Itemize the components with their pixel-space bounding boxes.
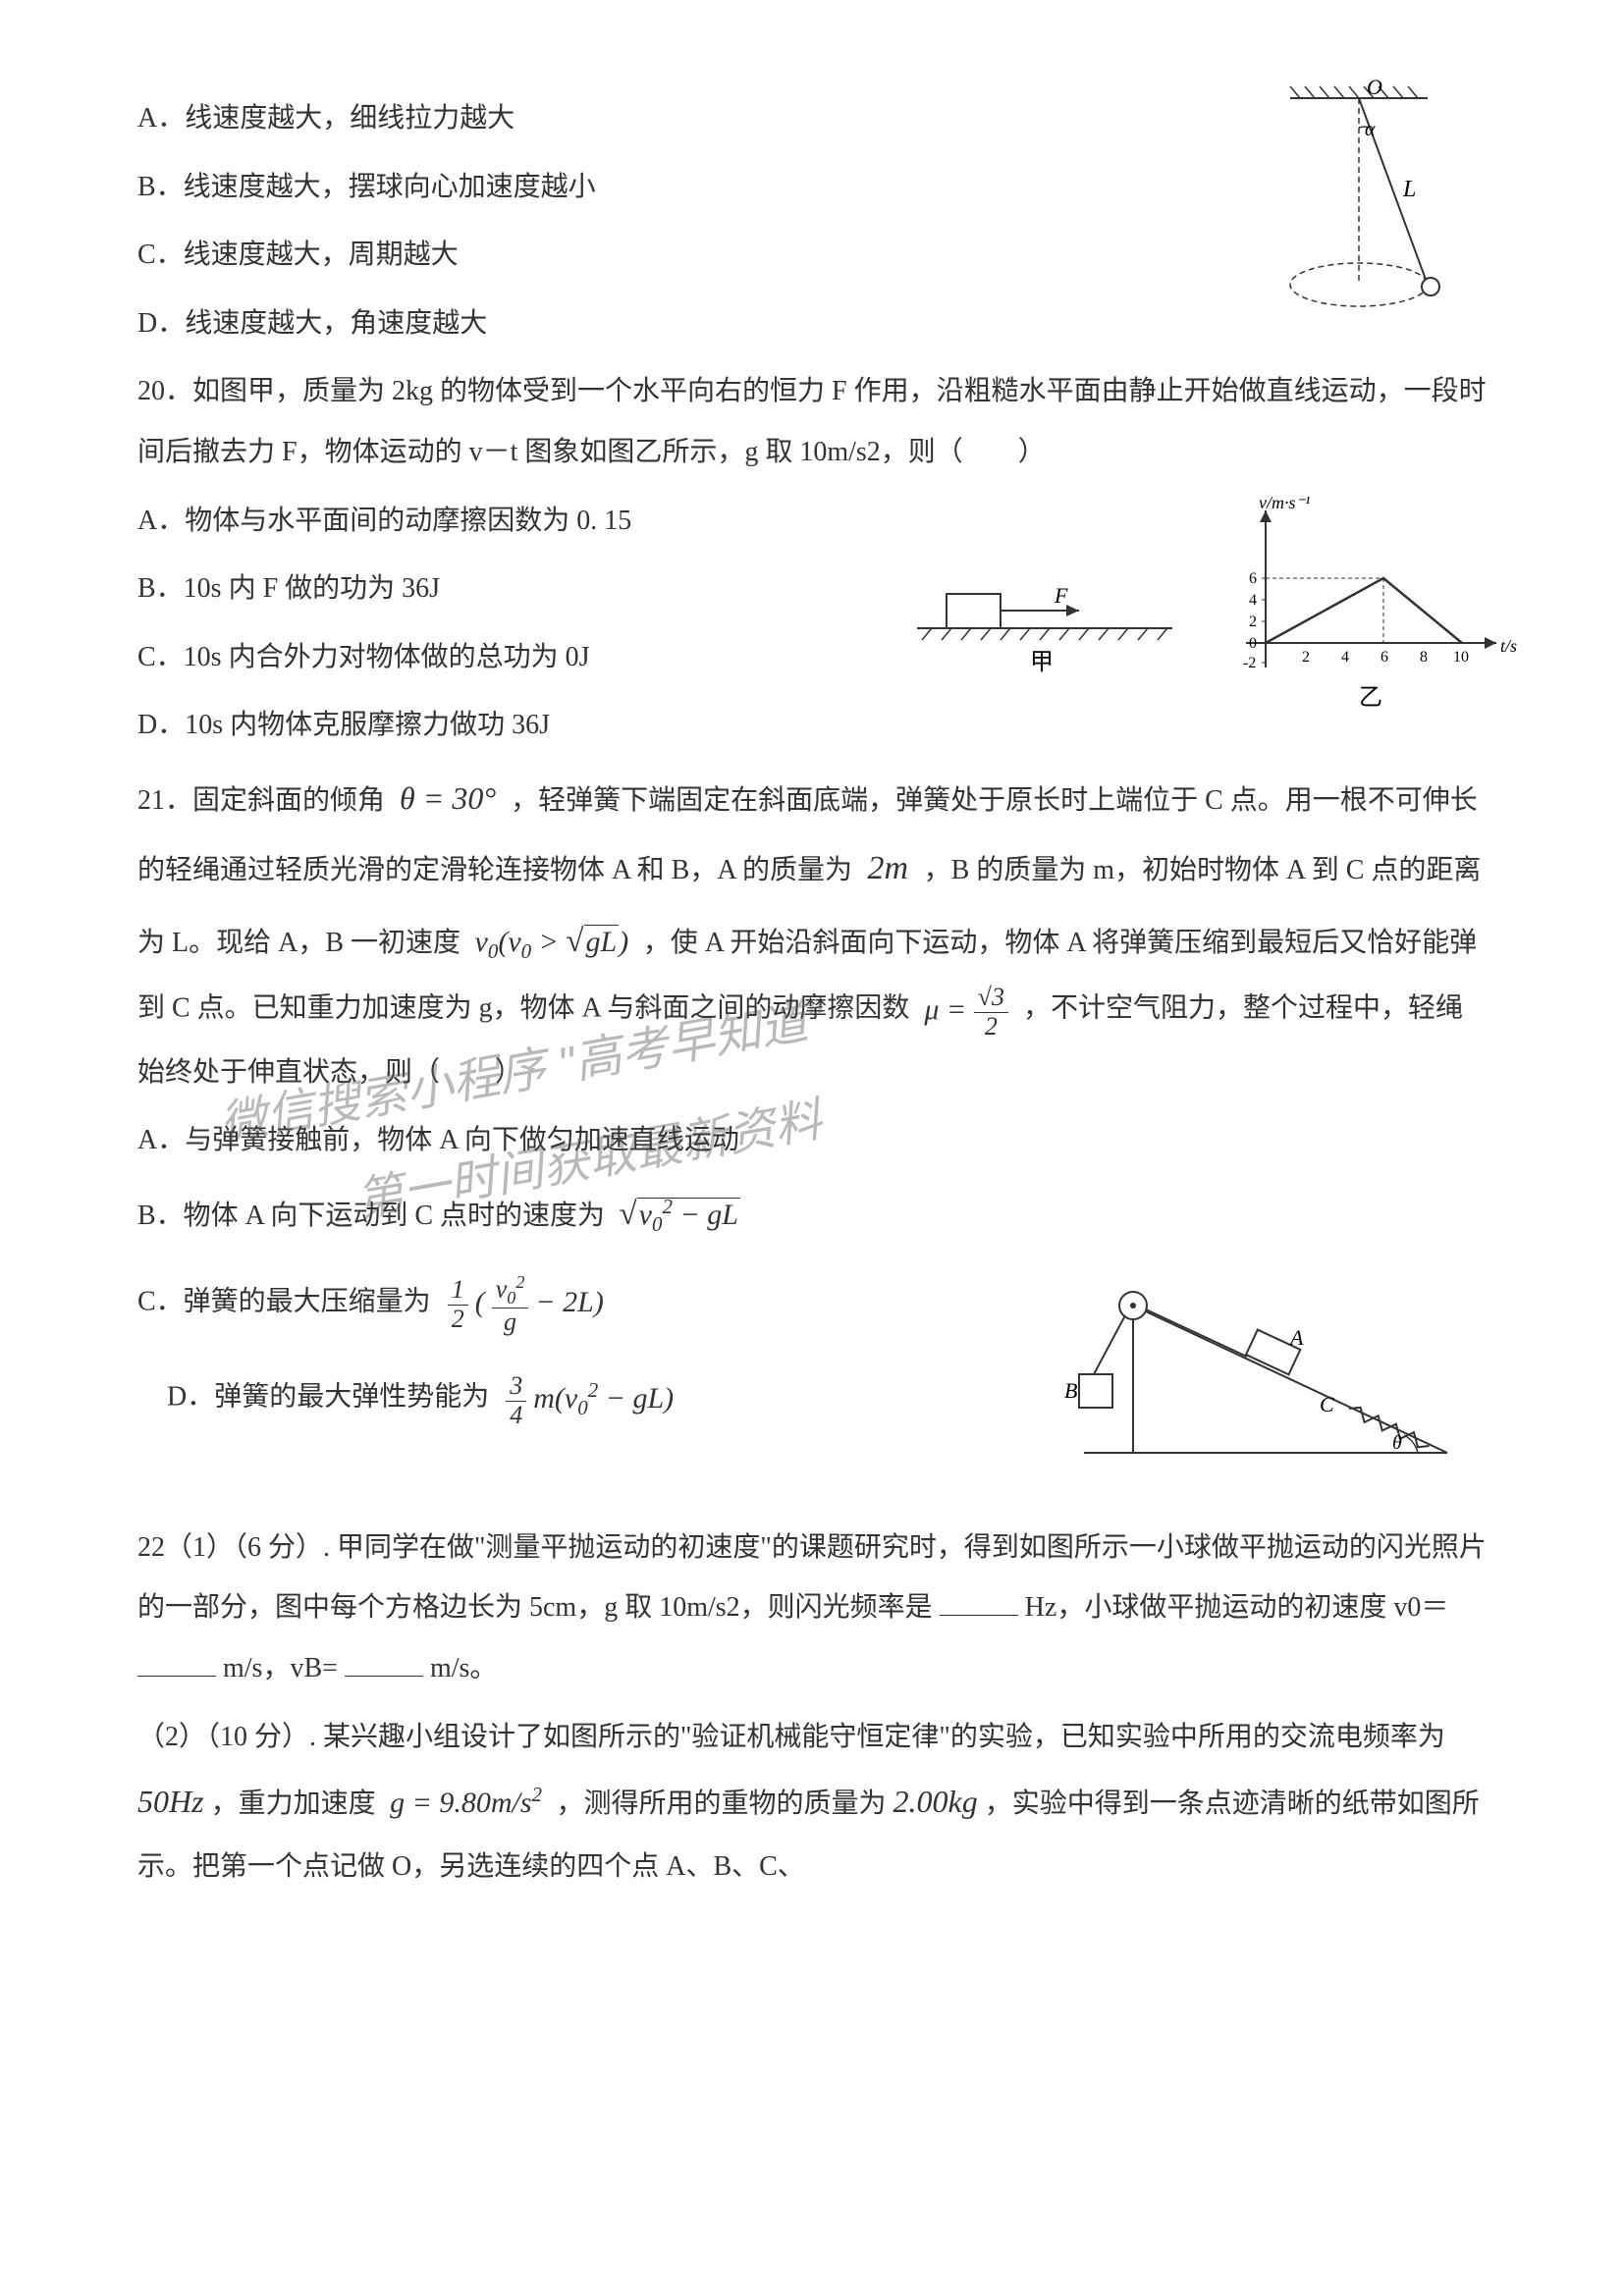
svg-text:0: 0	[1249, 635, 1257, 652]
svg-text:4: 4	[1249, 592, 1257, 609]
q22-part1: 22（1）（6 分）. 甲同学在做"测量平抛运动的初速度"的课题研究时，得到如图…	[137, 1518, 1487, 1699]
label-F: F	[1054, 583, 1068, 608]
svg-text:4: 4	[1341, 649, 1349, 666]
q21-optD-pre: D．弹簧的最大弹性势能为	[167, 1381, 489, 1412]
blank-hz[interactable]	[940, 1583, 1018, 1617]
q22-part2: （2）（10 分）. 某兴趣小组设计了如图所示的"验证机械能守恒定律"的实验，已…	[137, 1707, 1487, 1897]
blank-vb[interactable]	[345, 1643, 423, 1677]
q21-optC-pre: C．弹簧的最大压缩量为	[137, 1286, 431, 1316]
q20-fig-yi: v/m·s⁻¹ t/s -2 0 2 4 6 2 4 6 8 10	[1212, 491, 1526, 739]
label-O: O	[1367, 79, 1382, 99]
label-L: L	[1402, 177, 1416, 202]
q20-fig-jia: F 甲	[917, 560, 1172, 700]
q22-p2c: ，测得所用的重物的质量为	[557, 1789, 887, 1819]
label-A: A	[1288, 1325, 1304, 1350]
svg-text:-2: -2	[1243, 655, 1256, 671]
svg-text:10: 10	[1453, 649, 1469, 666]
q22-p2a: （2）（10 分）. 某兴趣小组设计了如图所示的"验证机械能守恒定律"的实验，已…	[137, 1722, 1445, 1752]
svg-text:2: 2	[1249, 614, 1257, 630]
xlabel: t/s	[1500, 636, 1517, 656]
q21-optB-pre: B．物体 A 向下运动到 C 点时的速度为	[137, 1201, 605, 1231]
label-jia: 甲	[1030, 650, 1054, 675]
q21-optA: A．与弹簧接触前，物体 A 向下做匀加速直线运动	[137, 1110, 1487, 1171]
q22-p1d: m/s。	[430, 1653, 497, 1683]
q20-stem: 20．如图甲，质量为 2kg 的物体受到一个水平向右的恒力 F 作用，沿粗糙水平…	[137, 361, 1487, 482]
svg-text:6: 6	[1380, 649, 1388, 666]
q22-mass: 2.00kg	[893, 1784, 978, 1819]
q22-p1b: Hz，小球做平抛运动的初速度 v0＝	[1025, 1592, 1449, 1623]
svg-text:2: 2	[1302, 649, 1310, 666]
label-alpha: α	[1365, 119, 1376, 140]
q21-optB: B．物体 A 向下运动到 C 点时的速度为 v02 − gL	[137, 1179, 1487, 1251]
label-B: B	[1064, 1378, 1077, 1403]
label-theta: θ	[1392, 1432, 1402, 1454]
q21-stem-p1: 21．固定斜面的倾角	[137, 785, 385, 816]
blank-v0[interactable]	[137, 1643, 216, 1677]
q22-p1c: m/s，vB=	[223, 1653, 338, 1683]
q21-figure: B A C θ	[1055, 1266, 1467, 1505]
q21-stem: 21．固定斜面的倾角 θ = 30° ，轻弹簧下端固定在斜面底端，弹簧处于原长时…	[137, 764, 1487, 1102]
svg-text:6: 6	[1249, 570, 1257, 587]
label-C: C	[1320, 1392, 1334, 1416]
q22-p2b: ，重力加速度	[211, 1789, 376, 1819]
label-yi: 乙	[1359, 685, 1382, 711]
q19-figure: O α L	[1251, 79, 1467, 356]
ylabel: v/m·s⁻¹	[1259, 493, 1310, 512]
q22-freq: 50Hz	[137, 1784, 204, 1819]
svg-text:8: 8	[1420, 649, 1428, 666]
